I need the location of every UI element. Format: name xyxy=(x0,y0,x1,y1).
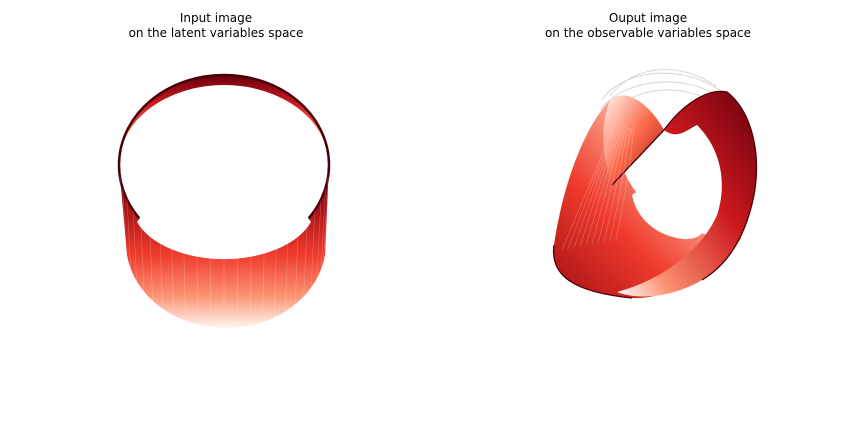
cylinder-mesh-line xyxy=(159,236,164,323)
cylinder-mesh-line xyxy=(132,209,138,298)
band-right-wing xyxy=(617,91,757,297)
left-panel: Input image on the latent variables spac… xyxy=(0,11,432,340)
cylinder-plot xyxy=(117,73,331,340)
right-panel-title: Ouput image on the observable variables … xyxy=(432,11,864,41)
band-mesh-line xyxy=(573,115,621,248)
cylinder-outer-wall xyxy=(119,165,329,329)
cylinder-mesh-line xyxy=(294,228,299,316)
cylinder-mesh-line xyxy=(126,199,132,288)
left-title-line2: on the latent variables space xyxy=(128,26,304,40)
cylinder-mesh-line xyxy=(273,242,277,329)
twisted-band-plot xyxy=(552,69,758,299)
left-panel-title: Input image on the latent variables spac… xyxy=(0,11,432,41)
cylinder-mesh-line xyxy=(303,219,308,307)
cylinder-mesh-line xyxy=(261,248,265,334)
cylinder-mesh-line xyxy=(183,248,187,334)
cylinder-inner-wall xyxy=(119,75,329,165)
cylinder-mesh-line xyxy=(284,236,289,323)
band-mesh-lines xyxy=(561,109,634,251)
right-title-line1: Ouput image xyxy=(608,11,688,25)
right-title-line2: on the observable variables space xyxy=(544,26,752,40)
band-mesh-line xyxy=(609,127,632,241)
cylinder-mesh-line xyxy=(209,254,212,340)
left-title-line1: Input image xyxy=(179,11,253,25)
cylinder-mesh-line xyxy=(320,188,326,278)
cylinder-mesh-line xyxy=(196,251,199,338)
band-upper-fold xyxy=(603,95,664,185)
band-edges xyxy=(552,90,758,299)
cylinder-mesh-line xyxy=(310,209,316,298)
cylinder-mesh-line xyxy=(140,219,145,307)
cylinder-mesh-line xyxy=(119,176,126,267)
cylinder-mesh-lines xyxy=(119,176,329,340)
cylinder-mesh-line xyxy=(122,188,128,278)
right-panel: Ouput image on the observable variables … xyxy=(432,0,864,432)
band-mesh-line xyxy=(585,121,625,246)
cylinder-mesh-line xyxy=(149,228,154,316)
band-opening xyxy=(632,187,705,240)
band-mesh-line xyxy=(579,118,623,247)
band-mesh-line xyxy=(615,126,634,240)
cylinder-mesh-line xyxy=(316,199,322,288)
cylinder-opening xyxy=(137,186,311,260)
band-mesh-line xyxy=(567,112,620,249)
band-mesh-line xyxy=(591,124,627,245)
cylinder-mesh-line xyxy=(249,251,252,338)
band-mesh-line xyxy=(603,128,630,242)
cylinder-mesh-line xyxy=(322,176,329,267)
band-mesh-line xyxy=(597,127,629,243)
band-mesh-line xyxy=(561,109,618,251)
cylinder-mesh-line xyxy=(171,242,175,329)
cylinder-mesh-line xyxy=(236,254,239,340)
